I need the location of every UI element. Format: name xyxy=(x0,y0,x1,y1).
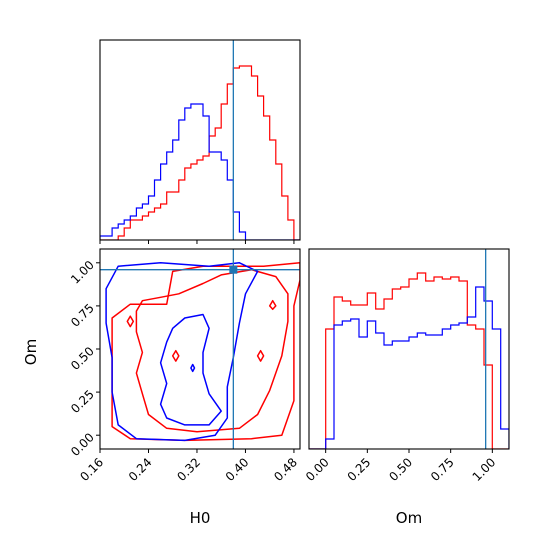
panel-h0-om-contour: 0.16 0.24 0.32 0.40 0.48 0.00 0.25 0.50 0.75 1.00 xyxy=(68,248,301,484)
x-tick-label: 0.75 xyxy=(428,455,457,484)
axes-frame xyxy=(99,248,301,450)
x-tick-label: 0.40 xyxy=(223,455,252,484)
red-contour-line xyxy=(171,349,180,362)
x-tick-label: 0.16 xyxy=(77,455,106,484)
red-contour-line xyxy=(268,299,277,311)
truth-marker xyxy=(229,265,238,274)
y-tick-label: 0.00 xyxy=(68,430,97,459)
x-tick-label: 0.50 xyxy=(386,455,415,484)
axes-frame xyxy=(99,39,301,241)
x-tick-label: 0.00 xyxy=(303,455,332,484)
x-axis-label-om: Om xyxy=(396,509,422,527)
x-axis-label-h0: H0 xyxy=(190,509,211,527)
x-tick-label: 1.00 xyxy=(470,455,499,484)
y-tick-label: 0.25 xyxy=(68,387,97,416)
red-contour-line xyxy=(111,262,300,442)
x-tick-label: 0.32 xyxy=(174,455,203,484)
blue-contour-line xyxy=(159,313,222,426)
x-tick-label: 0.24 xyxy=(126,455,155,484)
red-contour-line xyxy=(256,349,265,362)
panel-om-histogram: 0.00 0.25 0.50 0.75 1.00 xyxy=(303,248,510,484)
panel-h0-histogram xyxy=(99,39,301,244)
blue-histogram-step xyxy=(309,286,509,449)
red-contour-line xyxy=(135,268,289,433)
y-axis-label-om: Om xyxy=(22,339,40,365)
red-contour-line xyxy=(126,315,135,328)
x-tick-label: 0.25 xyxy=(345,455,374,484)
blue-histogram-step xyxy=(100,103,300,240)
red-histogram-step xyxy=(100,65,300,240)
blue-contour-line xyxy=(105,262,259,442)
red-histogram-step xyxy=(309,272,509,449)
x-tick-label: 0.48 xyxy=(271,455,300,484)
blue-contour-line xyxy=(190,363,196,373)
y-tick-label: 0.75 xyxy=(68,301,97,330)
y-tick-label: 0.50 xyxy=(68,344,97,373)
y-tick-label: 1.00 xyxy=(68,258,97,287)
